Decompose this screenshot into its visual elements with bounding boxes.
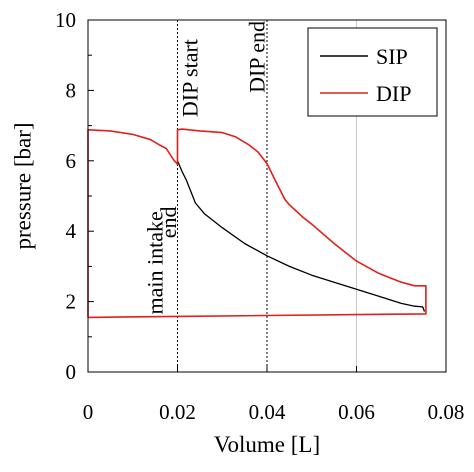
y-tick-label: 2 <box>66 290 77 314</box>
x-tick-label: 0.08 <box>428 400 465 424</box>
legend-box <box>307 27 438 117</box>
legend-label-dip: DIP <box>376 81 411 106</box>
tick-layer: 0 2 4 6 8 10 0 0.02 0.04 0.06 0.08 <box>55 8 464 424</box>
annotation-label: DIP start <box>177 39 202 117</box>
x-tick-label: 0.06 <box>338 400 375 424</box>
series-line-dip <box>87 128 427 319</box>
series-layer <box>87 128 427 319</box>
legend: SIP DIP <box>307 27 438 117</box>
legend-label-sip: SIP <box>376 44 408 69</box>
y-tick-label: 8 <box>66 78 77 102</box>
y-tick-label: 4 <box>66 219 77 243</box>
x-tick-label: 0 <box>83 400 94 424</box>
x-axis-title: Volume [L] <box>214 432 320 457</box>
series-line-sip <box>176 160 426 312</box>
y-axis-title: pressure [bar] <box>10 122 35 249</box>
y-tick-label: 6 <box>66 149 77 173</box>
annotation-label: main intake <box>142 211 167 314</box>
x-tick-label: 0.02 <box>159 400 196 424</box>
annotation-label: DIP end <box>244 21 269 93</box>
x-tick-label: 0.04 <box>249 400 286 424</box>
y-tick-label: 0 <box>66 360 77 384</box>
reference-lines <box>177 20 268 372</box>
y-tick-label: 10 <box>55 8 76 32</box>
annotation-label: end <box>156 207 181 239</box>
